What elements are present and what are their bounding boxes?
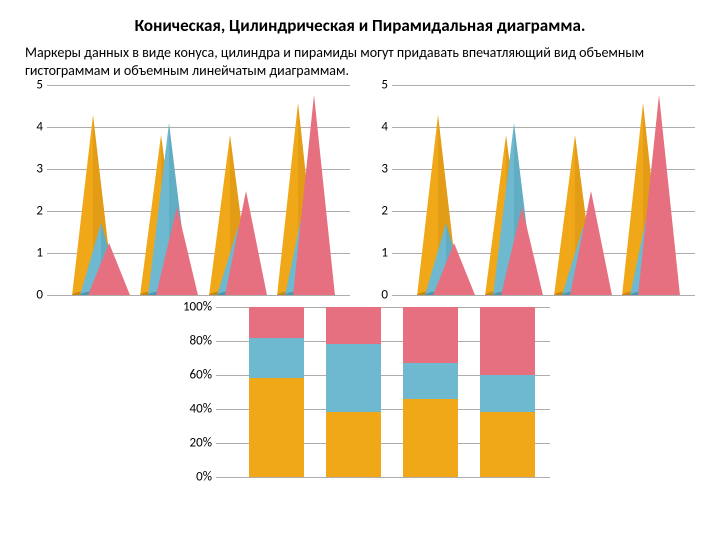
- bar-segment: [403, 307, 458, 363]
- y-axis-label: 20%: [170, 436, 212, 451]
- cone-marker: [569, 85, 613, 295]
- y-axis-label: 3: [370, 162, 388, 177]
- cone-marker: [637, 85, 681, 295]
- cone-group: [621, 85, 681, 295]
- y-axis-label: 2: [25, 204, 43, 219]
- bar-segment: [403, 363, 458, 399]
- y-axis-label: 4: [370, 120, 388, 135]
- y-axis-label: 3: [25, 162, 43, 177]
- bar-segment: [326, 307, 381, 344]
- stacked-bar: [480, 307, 535, 477]
- top-charts-row: 012345: [25, 85, 695, 295]
- y-axis-label: 0: [370, 288, 388, 303]
- bar-segment: [249, 307, 304, 338]
- cone-marker: [500, 85, 544, 295]
- bar-segment: [403, 399, 458, 477]
- cone-group: [416, 85, 476, 295]
- cone-marker: [292, 85, 336, 295]
- y-axis-label: 100%: [170, 300, 212, 315]
- page-title: Коническая, Цилиндрическая и Пирамидальн…: [25, 15, 695, 36]
- y-axis-label: 0: [25, 288, 43, 303]
- cone-group: [553, 85, 613, 295]
- bar-segment: [480, 375, 535, 412]
- cone-marker: [432, 85, 476, 295]
- cone-group: [208, 85, 268, 295]
- y-axis-label: 80%: [170, 334, 212, 349]
- y-axis-label: 60%: [170, 368, 212, 383]
- cone-marker: [87, 85, 131, 295]
- y-axis-label: 5: [25, 78, 43, 93]
- bar-segment: [480, 412, 535, 477]
- cone-group: [484, 85, 544, 295]
- page-description: Маркеры данных в виде конуса, цилиндра и…: [25, 44, 695, 79]
- cone-group: [71, 85, 131, 295]
- bar-segment: [480, 307, 535, 375]
- bar-segment: [249, 338, 304, 379]
- y-axis-label: 4: [25, 120, 43, 135]
- gridline: [392, 295, 695, 296]
- stacked-bar: [249, 307, 304, 477]
- stacked-bar-chart: 0%20%40%60%80%100%: [170, 307, 550, 477]
- cone-marker: [224, 85, 268, 295]
- stacked-bar: [326, 307, 381, 477]
- y-axis-label: 40%: [170, 402, 212, 417]
- stacked-bar: [403, 307, 458, 477]
- y-axis-label: 1: [25, 246, 43, 261]
- y-axis-label: 1: [370, 246, 388, 261]
- cone-group: [139, 85, 199, 295]
- bar-segment: [326, 344, 381, 412]
- cone-marker: [155, 85, 199, 295]
- y-axis-label: 0%: [170, 470, 212, 485]
- cone-chart-left: 012345: [25, 85, 350, 295]
- y-axis-label: 2: [370, 204, 388, 219]
- bar-segment: [249, 378, 304, 477]
- cone-group: [276, 85, 336, 295]
- y-axis-label: 5: [370, 78, 388, 93]
- cone-chart-right: 012345: [370, 85, 695, 295]
- gridline: [216, 477, 550, 478]
- gridline: [47, 295, 350, 296]
- bar-segment: [326, 412, 381, 477]
